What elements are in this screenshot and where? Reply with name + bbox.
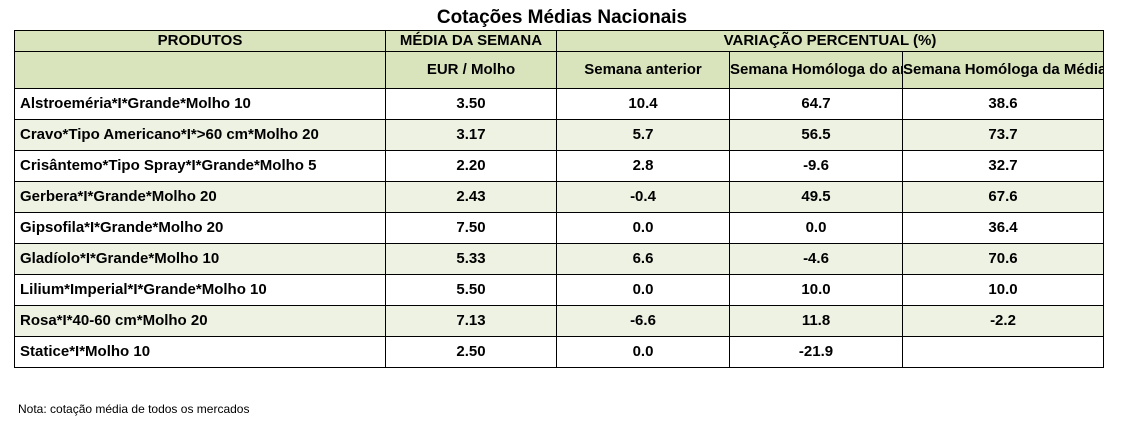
previous-year-variation-cell: 11.8 [729, 305, 903, 337]
product-name-cell: Crisântemo*Tipo Spray*I*Grande*Molho 5 [14, 150, 386, 182]
table-row: Crisântemo*Tipo Spray*I*Grande*Molho 5 2… [14, 150, 1104, 182]
previous-year-variation-cell: 10.0 [729, 274, 903, 306]
table-row: Cravo*Tipo Americano*I*>60 cm*Molho 20 3… [14, 119, 1104, 151]
week-average-cell: 2.20 [385, 150, 557, 182]
product-name-cell: Statice*I*Molho 10 [14, 336, 386, 368]
header-products-blank [14, 51, 386, 89]
product-name-cell: Gerbera*I*Grande*Molho 20 [14, 181, 386, 213]
week-average-cell: 2.43 [385, 181, 557, 213]
table-row: Rosa*I*40-60 cm*Molho 20 7.13 -6.6 11.8 … [14, 305, 1104, 337]
previous-week-variation-cell: 0.0 [556, 274, 730, 306]
week-average-cell: 7.50 [385, 212, 557, 244]
table-row: Lilium*Imperial*I*Grande*Molho 10 5.50 0… [14, 274, 1104, 306]
campaigns-variation-cell: 32.7 [902, 150, 1104, 182]
previous-week-variation-cell: 0.0 [556, 212, 730, 244]
header-previous-week: Semana anterior [556, 51, 730, 89]
table-row: Alstroeméria*I*Grande*Molho 10 3.50 10.4… [14, 88, 1104, 120]
week-average-cell: 3.50 [385, 88, 557, 120]
product-name-cell: Gladíolo*I*Grande*Molho 10 [14, 243, 386, 275]
header-row-3: EUR / Molho [14, 51, 1104, 89]
quotes-table: PRODUTOS MÉDIA DA SEMANA VARIAÇÃO PERCEN… [14, 30, 1104, 368]
previous-week-variation-cell: -6.6 [556, 305, 730, 337]
table-row: Gerbera*I*Grande*Molho 20 2.43 -0.4 49.5… [14, 181, 1104, 213]
campaigns-variation-cell: 10.0 [902, 274, 1104, 306]
previous-year-variation-cell: 64.7 [729, 88, 903, 120]
header-unit: EUR / Molho [385, 51, 557, 89]
product-name-cell: Cravo*Tipo Americano*I*>60 cm*Molho 20 [14, 119, 386, 151]
campaigns-variation-cell: 67.6 [902, 181, 1104, 213]
previous-week-variation-cell: 6.6 [556, 243, 730, 275]
previous-week-variation-cell: 0.0 [556, 336, 730, 368]
week-average-cell: 7.13 [385, 305, 557, 337]
header-products: PRODUTOS [14, 30, 386, 52]
header-percent-variation: VARIAÇÃO PERCENTUAL (%) [556, 30, 1104, 52]
previous-week-variation-cell: 2.8 [556, 150, 730, 182]
previous-week-variation-cell: 5.7 [556, 119, 730, 151]
previous-year-variation-cell: 49.5 [729, 181, 903, 213]
previous-year-variation-cell: 56.5 [729, 119, 903, 151]
campaigns-variation-cell [902, 336, 1104, 368]
previous-year-variation-cell: -4.6 [729, 243, 903, 275]
week-average-cell: 2.50 [385, 336, 557, 368]
week-average-cell: 5.50 [385, 274, 557, 306]
previous-year-variation-cell: 0.0 [729, 212, 903, 244]
previous-year-variation-cell: -9.6 [729, 150, 903, 182]
previous-week-variation-cell: -0.4 [556, 181, 730, 213]
product-name-cell: Lilium*Imperial*I*Grande*Molho 10 [14, 274, 386, 306]
week-average-cell: 3.17 [385, 119, 557, 151]
footnote: Nota: cotação média de todos os mercados [18, 402, 250, 416]
campaigns-variation-cell: 70.6 [902, 243, 1104, 275]
product-name-cell: Alstroeméria*I*Grande*Molho 10 [14, 88, 386, 120]
header-week-average: MÉDIA DA SEMANA [385, 30, 557, 52]
week-average-cell: 5.33 [385, 243, 557, 275]
table-title: Cotações Médias Nacionais [436, 7, 688, 28]
header-row-1: PRODUTOS MÉDIA DA SEMANA VARIAÇÃO PERCEN… [14, 30, 1104, 52]
table-row: Gipsofila*I*Grande*Molho 20 7.50 0.0 0.0… [14, 212, 1104, 244]
product-name-cell: Rosa*I*40-60 cm*Molho 20 [14, 305, 386, 337]
header-same-week-previous-year: Semana Homóloga do ano anterior [729, 51, 903, 89]
campaigns-variation-cell: 38.6 [902, 88, 1104, 120]
table-row: Gladíolo*I*Grande*Molho 10 5.33 6.6 -4.6… [14, 243, 1104, 275]
campaigns-variation-cell: 73.7 [902, 119, 1104, 151]
table-row: Statice*I*Molho 10 2.50 0.0 -21.9 [14, 336, 1104, 368]
campaigns-variation-cell: -2.2 [902, 305, 1104, 337]
product-name-cell: Gipsofila*I*Grande*Molho 20 [14, 212, 386, 244]
header-same-week-campaigns-average: Semana Homóloga da Média das Campanhas 2… [902, 51, 1104, 89]
previous-week-variation-cell: 10.4 [556, 88, 730, 120]
previous-year-variation-cell: -21.9 [729, 336, 903, 368]
campaigns-variation-cell: 36.4 [902, 212, 1104, 244]
